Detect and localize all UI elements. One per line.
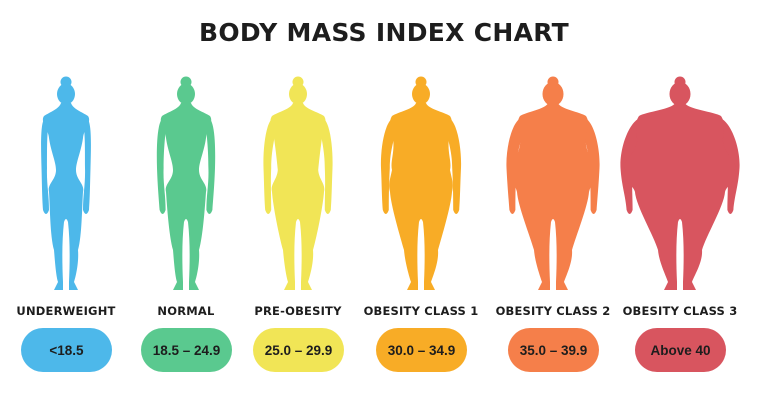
category-label: NORMAL [157, 304, 215, 318]
body-silhouette [160, 103, 212, 290]
bmi-category-normal: NORMAL 18.5 – 24.9 [122, 62, 250, 392]
range-badge: 25.0 – 29.9 [253, 328, 344, 372]
bmi-category-pre-obesity: PRE-OBESITY 25.0 – 29.9 [234, 62, 362, 392]
category-label: UNDERWEIGHT [16, 304, 116, 318]
left-arm [41, 118, 49, 214]
normal-figure-icon [156, 76, 216, 290]
right-arm [446, 118, 462, 214]
left-arm [380, 118, 396, 214]
body-silhouette [42, 103, 90, 290]
chart-title: BODY MASS INDEX CHART [199, 18, 569, 47]
obesity-class-1-figure-icon [380, 76, 462, 290]
head [542, 82, 564, 106]
obesity-class-2-figure-icon [506, 76, 600, 290]
range-badge: <18.5 [21, 328, 112, 372]
left-arm [263, 118, 276, 214]
right-arm [83, 118, 91, 214]
range-badge: 30.0 – 34.9 [376, 328, 467, 372]
body-silhouette [270, 103, 326, 290]
range-badge: 18.5 – 24.9 [141, 328, 232, 372]
bmi-category-obesity-class-1: OBESITY CLASS 1 30.0 – 34.9 [357, 62, 485, 392]
bmi-category-obesity-class-2: OBESITY CLASS 2 35.0 – 39.9 [489, 62, 617, 392]
body-silhouette [512, 103, 594, 290]
head [669, 82, 691, 106]
body-silhouette [624, 103, 736, 290]
body-silhouette [389, 103, 453, 290]
right-arm [320, 118, 333, 214]
range-badge: 35.0 – 39.9 [508, 328, 599, 372]
head [177, 83, 195, 105]
category-label: OBESITY CLASS 1 [363, 304, 479, 318]
range-badge: Above 40 [635, 328, 726, 372]
bmi-category-obesity-class-3: OBESITY CLASS 3 Above 40 [616, 62, 744, 392]
head [57, 83, 75, 105]
category-label: OBESITY CLASS 2 [495, 304, 611, 318]
left-arm [156, 118, 166, 214]
underweight-figure-icon [41, 76, 91, 290]
obesity-class-3-figure-icon [620, 76, 740, 290]
bmi-category-underweight: UNDERWEIGHT <18.5 [2, 62, 130, 392]
category-label: PRE-OBESITY [254, 304, 342, 318]
head [289, 83, 307, 105]
right-arm [206, 118, 216, 214]
pre-obesity-figure-icon [263, 76, 333, 290]
head [412, 83, 430, 105]
category-label: OBESITY CLASS 3 [622, 304, 738, 318]
